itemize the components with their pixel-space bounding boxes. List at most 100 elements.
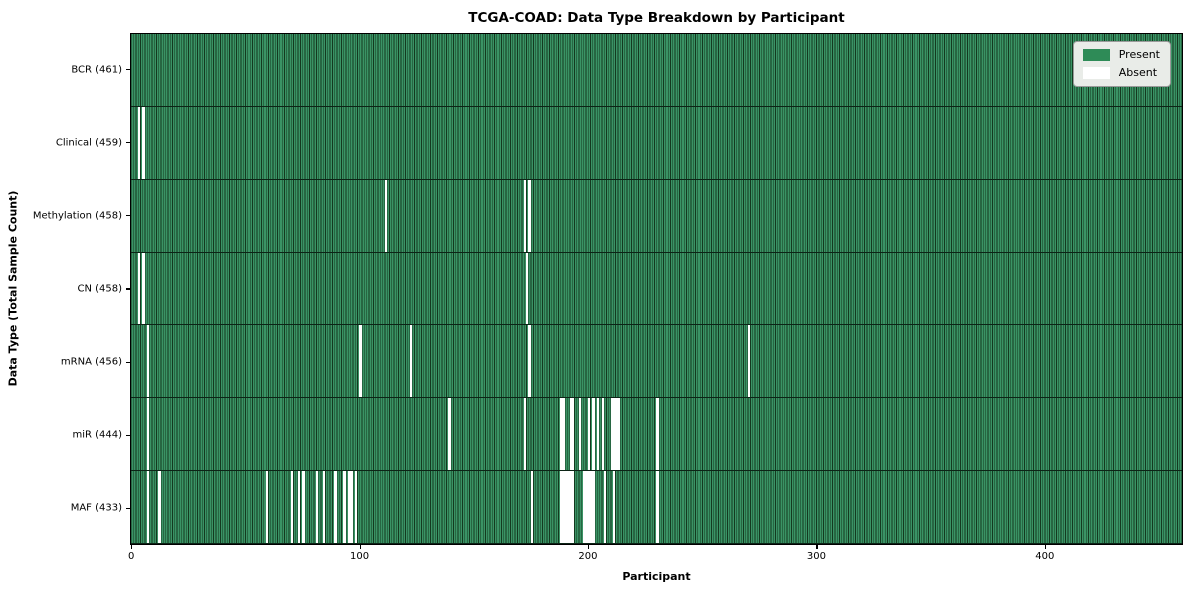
legend-absent-label: Absent xyxy=(1118,66,1158,79)
row-maf xyxy=(131,471,1182,545)
absent-stripe xyxy=(528,179,531,252)
x-tick-mark xyxy=(816,545,818,549)
absent-stripe xyxy=(656,471,659,544)
row-bcr xyxy=(131,34,1182,107)
x-tick-mark xyxy=(1044,545,1046,549)
absent-stripe xyxy=(359,325,362,398)
absent-stripe xyxy=(448,398,451,471)
x-tick-label: 0 xyxy=(127,551,135,562)
absent-stripe xyxy=(612,398,616,471)
y-tick-label: Clinical (459) xyxy=(55,137,122,149)
y-tick-mark xyxy=(126,361,130,363)
absent-stripe xyxy=(158,471,161,544)
row-mrna xyxy=(131,325,1182,399)
row-mir xyxy=(131,398,1182,472)
absent-stripe xyxy=(587,471,591,544)
x-tick-mark xyxy=(359,545,361,549)
absent-stripe xyxy=(265,471,269,544)
absent-stripe xyxy=(322,471,326,544)
absent-stripe xyxy=(562,471,565,544)
row-cn xyxy=(131,252,1182,326)
y-tick-mark xyxy=(126,215,130,217)
absent-stripe xyxy=(583,471,586,544)
x-tick-mark xyxy=(587,545,590,549)
absent-stripe xyxy=(523,179,527,252)
absent-stripe xyxy=(615,398,618,471)
row-methylation xyxy=(131,179,1182,253)
y-tick-label: Methylation (458) xyxy=(32,210,122,222)
absent-stripe xyxy=(137,252,141,325)
x-tick-label: 200 xyxy=(578,551,598,562)
absent-stripe xyxy=(142,106,145,179)
absent-stripe xyxy=(146,471,150,544)
absent-stripe xyxy=(350,471,353,544)
absent-stripe xyxy=(569,471,572,544)
absent-stripe xyxy=(409,325,412,398)
absent-stripe xyxy=(302,471,305,544)
absent-stripe xyxy=(354,471,358,544)
absent-stripe xyxy=(590,471,593,544)
absent-stripe xyxy=(617,398,620,471)
absent-stripe xyxy=(569,398,572,471)
absent-stripe xyxy=(290,471,294,544)
absent-stripe xyxy=(571,471,575,544)
absent-stripe xyxy=(384,179,387,252)
absent-stripe xyxy=(347,471,351,544)
absent-stripe xyxy=(560,398,563,471)
absent-stripe xyxy=(592,398,595,471)
absent-stripe xyxy=(610,398,613,471)
absent-stripe xyxy=(601,398,604,471)
absent-stripe xyxy=(564,471,568,544)
x-tick-mark xyxy=(131,545,133,549)
y-tick-label: CN (458) xyxy=(77,283,122,295)
absent-stripe xyxy=(592,471,595,544)
y-tick-mark xyxy=(126,507,130,510)
absent-stripe xyxy=(334,471,337,544)
x-axis-label: Participant xyxy=(622,570,691,583)
absent-stripe xyxy=(585,471,588,544)
absent-stripe xyxy=(528,325,531,398)
legend: Present Absent xyxy=(1072,41,1171,87)
absent-stripe xyxy=(612,471,616,544)
absent-stripe xyxy=(343,471,346,544)
row-clinical xyxy=(131,106,1182,180)
absent-stripe xyxy=(297,471,301,544)
absent-stripe xyxy=(567,471,570,544)
x-tick-label: 300 xyxy=(806,551,826,562)
legend-present-swatch xyxy=(1082,49,1110,61)
absent-stripe xyxy=(142,252,145,325)
y-tick-mark xyxy=(126,434,130,436)
legend-absent-swatch xyxy=(1082,67,1110,79)
y-tick-mark xyxy=(126,142,130,144)
absent-stripe xyxy=(571,398,575,471)
legend-entry-present: Present xyxy=(1082,48,1160,61)
x-tick-label: 400 xyxy=(1035,551,1055,562)
legend-entry-absent: Absent xyxy=(1082,66,1160,79)
absent-stripe xyxy=(530,471,533,544)
plot-area: Present Absent xyxy=(130,33,1183,545)
x-tick-label: 100 xyxy=(350,551,370,562)
absent-stripe xyxy=(562,398,565,471)
absent-stripe xyxy=(747,325,750,398)
y-tick-mark xyxy=(126,288,130,290)
absent-stripe xyxy=(146,325,150,398)
absent-stripe xyxy=(596,398,600,471)
legend-present-label: Present xyxy=(1118,48,1160,61)
y-tick-label: MAF (433) xyxy=(70,502,122,514)
absent-stripe xyxy=(603,471,607,544)
absent-stripe xyxy=(146,398,150,471)
absent-stripe xyxy=(137,106,141,179)
absent-stripe xyxy=(523,398,527,471)
absent-stripe xyxy=(656,398,659,471)
chart-title: TCGA-COAD: Data Type Breakdown by Partic… xyxy=(468,10,845,26)
y-tick-label: miR (444) xyxy=(72,429,122,441)
y-tick-label: mRNA (456) xyxy=(60,356,122,368)
absent-stripe xyxy=(526,252,529,325)
absent-stripe xyxy=(316,471,319,544)
absent-stripe xyxy=(578,398,581,471)
absent-stripe xyxy=(560,471,563,544)
y-tick-label: BCR (461) xyxy=(71,64,122,76)
absent-stripe xyxy=(587,398,591,471)
y-tick-mark xyxy=(126,68,130,71)
